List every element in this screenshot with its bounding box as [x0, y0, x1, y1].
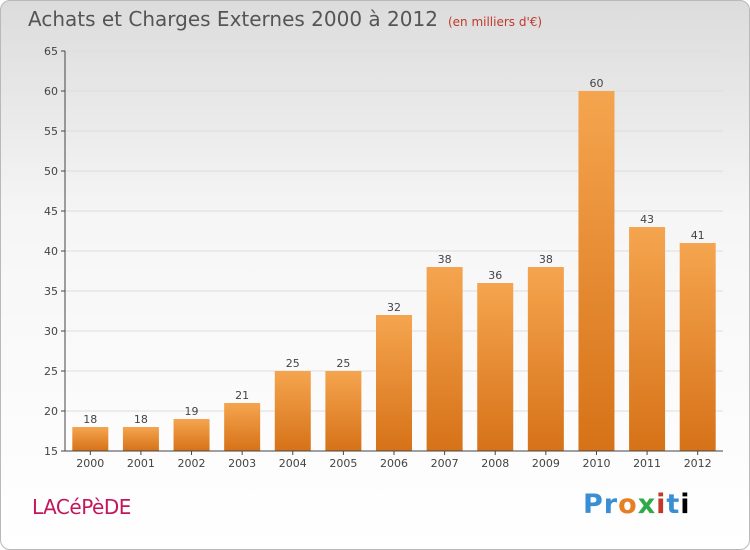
logo-letter: i — [680, 489, 691, 520]
bar-value-label: 25 — [286, 357, 300, 370]
axes — [61, 50, 723, 455]
logo-letter: o — [618, 489, 638, 520]
y-tick-label: 40 — [44, 245, 58, 258]
bar-value-label: 60 — [589, 77, 603, 90]
y-tick-label: 15 — [44, 445, 58, 458]
bar — [325, 371, 362, 451]
x-tick-label: 2011 — [633, 457, 661, 470]
chart-title-text: Achats et Charges Externes 2000 à 2012 — [28, 7, 438, 31]
y-tick-label: 30 — [44, 325, 58, 338]
bar-value-label: 38 — [539, 253, 553, 266]
x-tick-label: 2003 — [228, 457, 256, 470]
bar-value-label: 18 — [134, 413, 148, 426]
bar-value-label: 41 — [691, 229, 705, 242]
labels: 15 20 25 30 35 40 45 50 55 60 65 18 2000 18 2001 19 2002… — [44, 45, 712, 470]
y-tick-label: 25 — [44, 365, 58, 378]
bars — [72, 91, 716, 451]
x-tick-label: 2005 — [329, 457, 357, 470]
y-tick-label: 65 — [44, 45, 58, 58]
logo-letter: i — [656, 489, 667, 520]
y-tick-label: 45 — [44, 205, 58, 218]
bar — [173, 419, 210, 451]
y-tick-label: 20 — [44, 405, 58, 418]
bar — [679, 243, 716, 451]
bar-value-label: 19 — [185, 405, 199, 418]
bar-value-label: 18 — [83, 413, 97, 426]
x-tick-label: 2010 — [582, 457, 610, 470]
chart-unit: (en milliers d'€) — [447, 15, 543, 29]
place-name: LACéPèDE — [32, 495, 131, 519]
bar-value-label: 38 — [438, 253, 452, 266]
y-tick-label: 50 — [44, 165, 58, 178]
x-tick-label: 2002 — [178, 457, 206, 470]
proxiti-logo: Proxiti — [583, 489, 691, 520]
x-tick-label: 2012 — [684, 457, 712, 470]
bar-value-label: 32 — [387, 301, 401, 314]
bar — [527, 267, 564, 451]
bar — [426, 267, 463, 451]
y-tick-label: 35 — [44, 285, 58, 298]
bar — [376, 315, 412, 451]
x-tick-label: 2008 — [481, 457, 509, 470]
bar — [578, 91, 615, 451]
x-tick-label: 2004 — [279, 457, 307, 470]
bar-value-label: 36 — [488, 269, 502, 282]
x-tick-label: 2000 — [76, 457, 104, 470]
bar — [72, 427, 109, 451]
bar-value-label: 25 — [336, 357, 350, 370]
y-tick-label: 55 — [44, 125, 58, 138]
bar — [224, 403, 261, 451]
y-tick-label: 60 — [44, 85, 58, 98]
chart-title: Achats et Charges Externes 2000 à 2012 (e… — [28, 7, 542, 31]
bar — [274, 371, 311, 451]
bar-value-label: 21 — [235, 389, 249, 402]
bar-value-label: 43 — [640, 213, 654, 226]
x-tick-label: 2007 — [431, 457, 459, 470]
logo-letter: r — [603, 489, 619, 520]
logo-letter: P — [583, 489, 604, 520]
bar — [477, 283, 514, 451]
bar — [629, 227, 666, 451]
x-tick-label: 2001 — [127, 457, 155, 470]
x-tick-label: 2009 — [532, 457, 560, 470]
x-tick-label: 2006 — [380, 457, 408, 470]
logo-letter: t — [666, 489, 681, 520]
bar — [122, 427, 159, 451]
logo-letter: x — [637, 489, 657, 520]
